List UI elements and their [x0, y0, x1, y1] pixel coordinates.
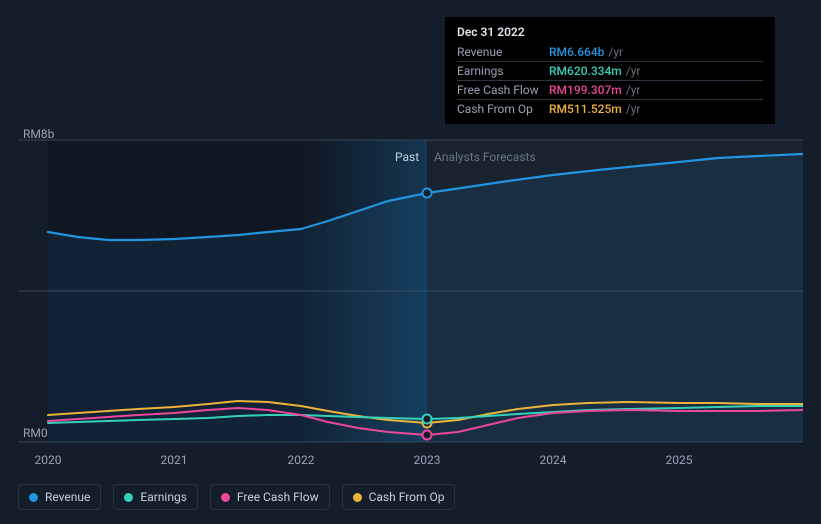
tooltip-date: Dec 31 2022: [457, 25, 763, 39]
x-tick-label: 2021: [161, 453, 188, 467]
past-section-label: Past: [395, 150, 419, 164]
legend: Revenue Earnings Free Cash Flow Cash From O…: [18, 484, 455, 510]
legend-label: Revenue: [45, 490, 90, 504]
tooltip-value: RM199.307m: [549, 83, 622, 97]
legend-item[interactable]: Earnings: [113, 484, 198, 510]
x-tick-label: 2020: [35, 453, 62, 467]
tooltip-suffix: /yr: [626, 64, 641, 78]
tooltip-value: RM620.334m: [549, 64, 622, 78]
legend-dot-icon: [29, 493, 38, 502]
y-axis-min-label: RM0: [23, 426, 48, 440]
tooltip-label: Cash From Op: [457, 102, 549, 116]
tooltip-label: Free Cash Flow: [457, 83, 549, 97]
tooltip-row: Cash From OpRM511.525m/yr: [457, 100, 763, 118]
legend-label: Free Cash Flow: [237, 490, 319, 504]
legend-label: Earnings: [140, 490, 187, 504]
x-tick-label: 2022: [288, 453, 315, 467]
tooltip-value: RM511.525m: [549, 102, 622, 116]
x-tick-label: 2023: [414, 453, 441, 467]
tooltip-row: RevenueRM6.664b/yr: [457, 43, 763, 62]
legend-dot-icon: [221, 493, 230, 502]
tooltip-suffix: /yr: [608, 45, 623, 59]
legend-item[interactable]: Revenue: [18, 484, 101, 510]
tooltip-suffix: /yr: [626, 102, 641, 116]
tooltip-row: EarningsRM620.334m/yr: [457, 62, 763, 81]
legend-dot-icon: [353, 493, 362, 502]
tooltip-row: Free Cash FlowRM199.307m/yr: [457, 81, 763, 100]
future-section-label: Analysts Forecasts: [434, 150, 536, 164]
tooltip-label: Earnings: [457, 64, 549, 78]
legend-label: Cash From Op: [369, 490, 445, 504]
y-axis-max-label: RM8b: [23, 127, 54, 141]
tooltip-label: Revenue: [457, 45, 549, 59]
tooltip-suffix: /yr: [626, 83, 641, 97]
x-tick-label: 2025: [666, 453, 693, 467]
legend-dot-icon: [124, 493, 133, 502]
chart-tooltip: Dec 31 2022 RevenueRM6.664b/yrEarningsRM…: [445, 17, 775, 124]
x-tick-label: 2024: [540, 453, 567, 467]
chart-container: RM8b RM0 Past Analysts Forecasts 2020 202…: [18, 0, 803, 480]
legend-item[interactable]: Free Cash Flow: [210, 484, 330, 510]
tooltip-value: RM6.664b: [549, 45, 604, 59]
legend-item[interactable]: Cash From Op: [342, 484, 456, 510]
